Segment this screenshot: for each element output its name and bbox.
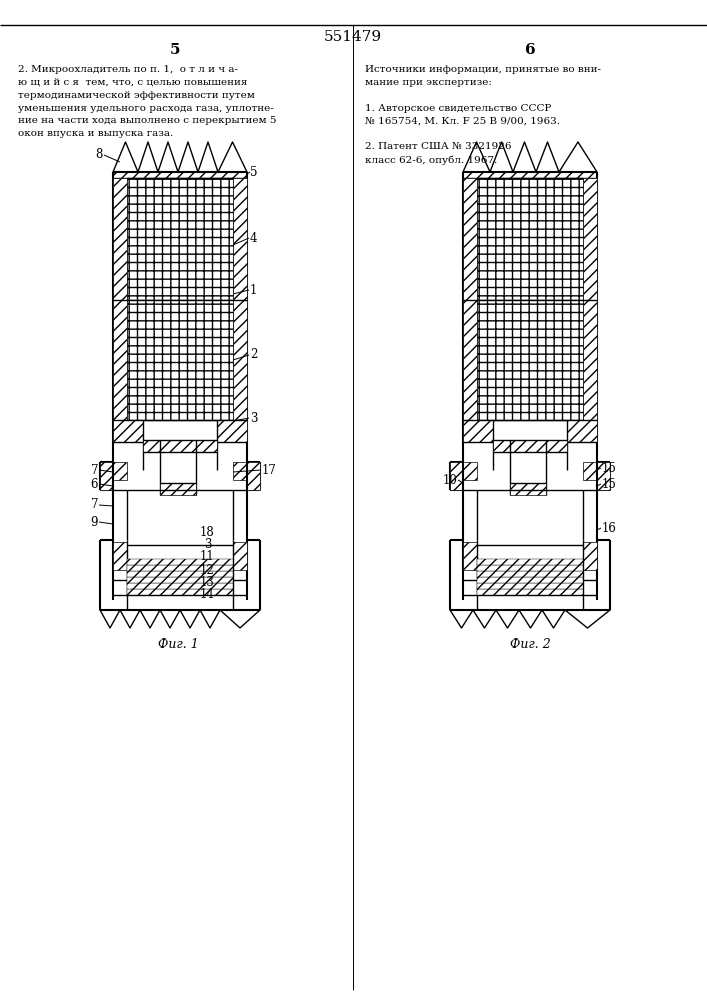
- Text: 18: 18: [200, 526, 215, 538]
- Bar: [113, 178, 127, 420]
- Text: 17: 17: [262, 464, 277, 477]
- Bar: [463, 462, 477, 480]
- Text: 10: 10: [442, 474, 457, 487]
- Text: Фиг. 1: Фиг. 1: [158, 639, 199, 652]
- Text: 11: 11: [200, 550, 215, 564]
- Text: 2: 2: [250, 349, 257, 361]
- Text: 14: 14: [200, 588, 215, 601]
- Bar: [127, 178, 233, 300]
- Text: 15: 15: [602, 462, 617, 475]
- Bar: [127, 565, 233, 571]
- Text: Источники информации, принятые во вни-
мание при экспертизе:

1. Авторское свиде: Источники информации, принятые во вни- м…: [365, 65, 601, 165]
- Bar: [463, 542, 477, 570]
- Text: 7: 7: [90, 464, 98, 477]
- Bar: [233, 178, 247, 420]
- Bar: [477, 300, 583, 420]
- Bar: [583, 462, 597, 480]
- Bar: [233, 542, 247, 570]
- Bar: [450, 462, 463, 490]
- Bar: [583, 178, 597, 420]
- Bar: [477, 565, 583, 571]
- Bar: [510, 483, 546, 495]
- Text: 7: 7: [90, 498, 98, 512]
- Text: 16: 16: [602, 522, 617, 534]
- Bar: [463, 172, 597, 178]
- Bar: [160, 483, 196, 495]
- Bar: [567, 420, 597, 442]
- Bar: [217, 420, 247, 442]
- Text: 6: 6: [90, 478, 98, 490]
- Text: 12: 12: [200, 564, 215, 576]
- Bar: [113, 462, 127, 480]
- Bar: [247, 462, 260, 490]
- Bar: [127, 571, 233, 577]
- Text: 1: 1: [250, 284, 257, 296]
- Bar: [127, 577, 233, 583]
- Text: 15: 15: [602, 478, 617, 490]
- Bar: [477, 589, 583, 595]
- Bar: [583, 542, 597, 570]
- Text: 9: 9: [90, 516, 98, 528]
- Bar: [477, 577, 583, 583]
- Text: 2. Микроохладитель по п. 1,  о т л и ч а-
ю щ и й с я  тем, что, с целью повышен: 2. Микроохладитель по п. 1, о т л и ч а-…: [18, 65, 276, 138]
- Bar: [477, 583, 583, 589]
- Bar: [100, 462, 113, 490]
- Bar: [463, 178, 477, 420]
- Bar: [143, 440, 217, 452]
- Text: 13: 13: [200, 576, 215, 588]
- Text: 551479: 551479: [324, 30, 382, 44]
- Bar: [493, 440, 567, 452]
- Text: Фиг. 2: Фиг. 2: [510, 639, 550, 652]
- Bar: [127, 300, 233, 420]
- Bar: [127, 589, 233, 595]
- Text: 3: 3: [250, 412, 257, 424]
- Bar: [597, 462, 610, 490]
- Bar: [477, 178, 583, 300]
- Bar: [127, 559, 233, 565]
- Bar: [113, 542, 127, 570]
- Text: 5: 5: [250, 165, 257, 178]
- Bar: [113, 172, 247, 178]
- Text: 6: 6: [525, 43, 535, 57]
- Bar: [233, 462, 247, 480]
- Text: 4: 4: [250, 232, 257, 244]
- Text: 5: 5: [170, 43, 180, 57]
- Text: 3: 3: [204, 538, 211, 552]
- Text: 8: 8: [95, 148, 103, 161]
- Bar: [127, 583, 233, 589]
- Bar: [477, 571, 583, 577]
- Bar: [463, 420, 493, 442]
- Bar: [477, 559, 583, 565]
- Bar: [113, 420, 143, 442]
